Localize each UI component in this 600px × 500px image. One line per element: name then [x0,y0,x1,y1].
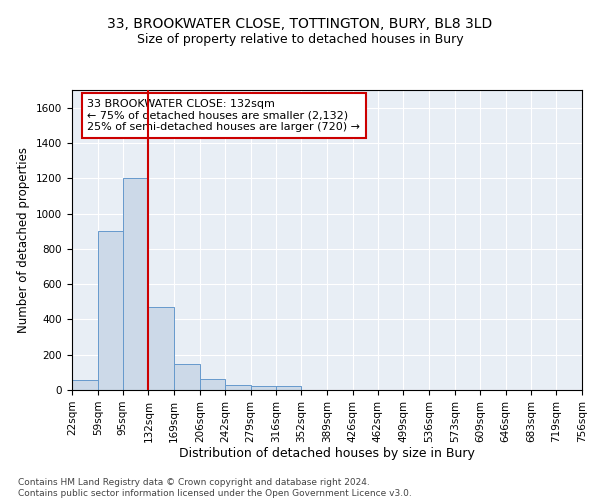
Bar [225,384,251,390]
Bar [251,386,276,390]
Bar [72,380,98,390]
Text: Size of property relative to detached houses in Bury: Size of property relative to detached ho… [137,32,463,46]
Bar [98,231,123,390]
Bar [123,178,148,390]
Text: 33 BROOKWATER CLOSE: 132sqm
← 75% of detached houses are smaller (2,132)
25% of : 33 BROOKWATER CLOSE: 132sqm ← 75% of det… [88,99,360,132]
Bar [276,386,301,390]
Bar [200,380,225,390]
Bar [174,364,200,390]
Y-axis label: Number of detached properties: Number of detached properties [17,147,31,333]
X-axis label: Distribution of detached houses by size in Bury: Distribution of detached houses by size … [179,448,475,460]
Text: 33, BROOKWATER CLOSE, TOTTINGTON, BURY, BL8 3LD: 33, BROOKWATER CLOSE, TOTTINGTON, BURY, … [107,18,493,32]
Bar [148,307,174,390]
Text: Contains HM Land Registry data © Crown copyright and database right 2024.
Contai: Contains HM Land Registry data © Crown c… [18,478,412,498]
